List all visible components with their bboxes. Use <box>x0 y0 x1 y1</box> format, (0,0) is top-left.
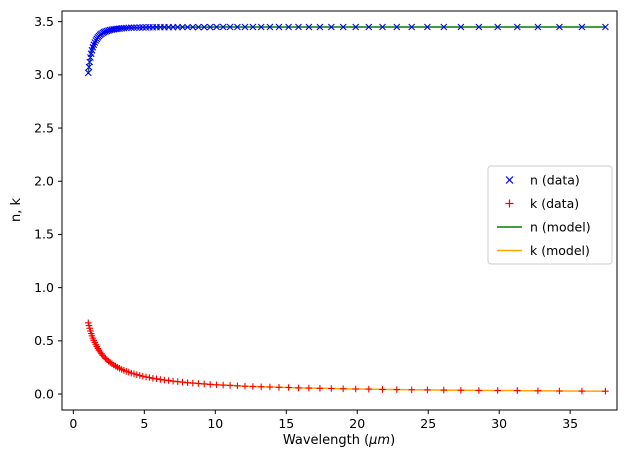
y-tick-label: 3.0 <box>34 67 54 82</box>
y-axis-label: n, k <box>9 198 24 223</box>
legend-plus-marker-sample <box>505 199 514 208</box>
x-tick-label: 25 <box>420 416 436 431</box>
y-tick-label: 0.5 <box>34 333 54 348</box>
x-tick-label: 20 <box>349 416 365 431</box>
legend-label: n (data) <box>530 172 580 187</box>
legend-entry-n-data: n (data) <box>505 172 580 187</box>
y-tick-label: 0.0 <box>34 386 54 401</box>
y-tick-label: 3.5 <box>34 14 54 29</box>
y-tick-label: 2.5 <box>34 120 54 135</box>
k-data-markers <box>85 319 609 395</box>
x-axis: 0 5 10 15 20 25 30 35 <box>69 410 578 431</box>
x-tick-label: 30 <box>491 416 507 431</box>
legend: n (data) k (data) n (model) k (model) <box>487 165 613 265</box>
y-tick-label: 1.5 <box>34 227 54 242</box>
x-axis-label: Wavelength (μm) <box>283 433 395 448</box>
y-tick-label: 1.0 <box>34 280 54 295</box>
plot-area: 0 5 10 15 20 25 30 35 0.0 0.5 1.0 1.5 2.0 2.5 3.0 3.5 n … <box>34 10 618 431</box>
legend-label: k (data) <box>530 196 579 211</box>
n-model-line <box>87 26 606 73</box>
y-axis: 0.0 0.5 1.0 1.5 2.0 2.5 3.0 3.5 <box>34 14 62 401</box>
n-data-markers <box>84 23 609 77</box>
legend-frame <box>487 165 613 265</box>
y-tick-label: 2.0 <box>34 174 54 189</box>
axes-spines <box>61 10 618 411</box>
legend-entry-k-model: k (model) <box>497 243 590 258</box>
x-tick-label: 10 <box>207 416 223 431</box>
legend-entry-k-data: k (data) <box>505 196 579 211</box>
legend-x-marker-sample <box>505 176 514 184</box>
legend-entry-n-model: n (model) <box>497 219 591 234</box>
x-tick-label: 35 <box>562 416 578 431</box>
x-tick-label: 0 <box>69 416 77 431</box>
x-tick-label: 15 <box>278 416 294 431</box>
legend-label: k (model) <box>530 243 590 258</box>
legend-label: n (model) <box>530 219 591 234</box>
x-tick-label: 5 <box>140 416 148 431</box>
data-markers <box>84 23 609 395</box>
